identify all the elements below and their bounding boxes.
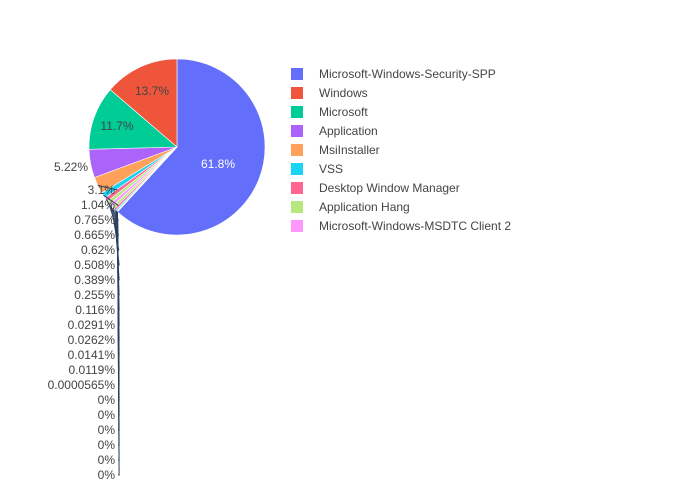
legend-swatch [291,201,303,213]
legend-swatch [291,220,303,232]
slice-percent-label: 0.389% [74,273,115,287]
legend-item[interactable]: Microsoft-Windows-Security-SPP [291,67,496,81]
legend-item[interactable]: Windows [291,86,368,100]
legend-label: Application [319,124,378,138]
legend-swatch [291,182,303,194]
legend-item[interactable]: Application Hang [291,200,410,214]
legend-label: Application Hang [319,200,410,214]
leader-line [97,184,118,191]
legend-swatch [291,87,303,99]
slice-percent-label: 0.255% [74,288,115,302]
legend-label: Microsoft-Windows-Security-SPP [319,67,496,81]
legend-item[interactable]: Application [291,124,378,138]
slice-percent-label: 0.765% [74,213,115,227]
slice-percent-label: 0% [98,393,116,407]
legend-item[interactable]: Microsoft [291,105,368,119]
legend-swatch [291,106,303,118]
legend-swatch [291,144,303,156]
slice-percent-label: 0% [98,453,116,467]
slice-percent-label: 3.1% [88,183,116,197]
legend-label: Desktop Window Manager [319,181,460,195]
slice-percent-label: 11.7% [100,119,133,133]
slice-percent-label: 0% [98,468,116,482]
slice-percent-label: 1.04% [81,198,115,212]
slice-percent-label: 0% [98,438,116,452]
legend-label: VSS [319,162,343,176]
leader-lines [97,184,120,476]
slice-labels: 61.8% 13.7% 11.7% 5.22%3.1%1.04%0.765%0.665… [48,84,236,482]
legend-item[interactable]: Desktop Window Manager [291,181,460,195]
slice-percent-label: 0.62% [81,243,115,257]
legend-swatch [291,163,303,175]
legend-item[interactable]: Microsoft-Windows-MSDTC Client 2 [291,219,511,233]
pie-slices [88,58,266,236]
slice-percent-label: 5.22% [54,160,88,174]
slice-percent-label: 0.0291% [68,318,116,332]
slice-percent-label: 61.8% [201,157,235,171]
slice-percent-label: 0.0141% [68,348,116,362]
legend-item[interactable]: VSS [291,162,343,176]
slice-percent-label: 0.0119% [69,363,116,377]
legend-label: Microsoft-Windows-MSDTC Client 2 [319,219,511,233]
legend[interactable]: Microsoft-Windows-Security-SPP Windows Mic… [291,67,511,233]
legend-swatch [291,125,303,137]
slice-percent-label: 0% [98,408,116,422]
pie-slice[interactable] [88,89,178,150]
pie-slice[interactable] [109,58,178,148]
slice-percent-label: 0% [98,423,116,437]
legend-label: MsiInstaller [319,143,380,157]
legend-label: Microsoft [319,105,368,119]
leader-line [103,194,120,206]
slice-percent-label: 0.116% [75,303,115,317]
legend-label: Windows [319,86,368,100]
slice-percent-label: 0.0000565% [48,378,116,392]
slice-percent-label: 0.0262% [68,333,116,347]
slice-percent-label: 0.508% [74,258,115,272]
legend-item[interactable]: MsiInstaller [291,143,380,157]
slice-percent-label: 13.7% [135,84,169,98]
pie-slice[interactable] [117,58,266,236]
slice-percent-label: 0.665% [74,228,115,242]
legend-swatch [291,68,303,80]
leader-line [116,211,120,476]
